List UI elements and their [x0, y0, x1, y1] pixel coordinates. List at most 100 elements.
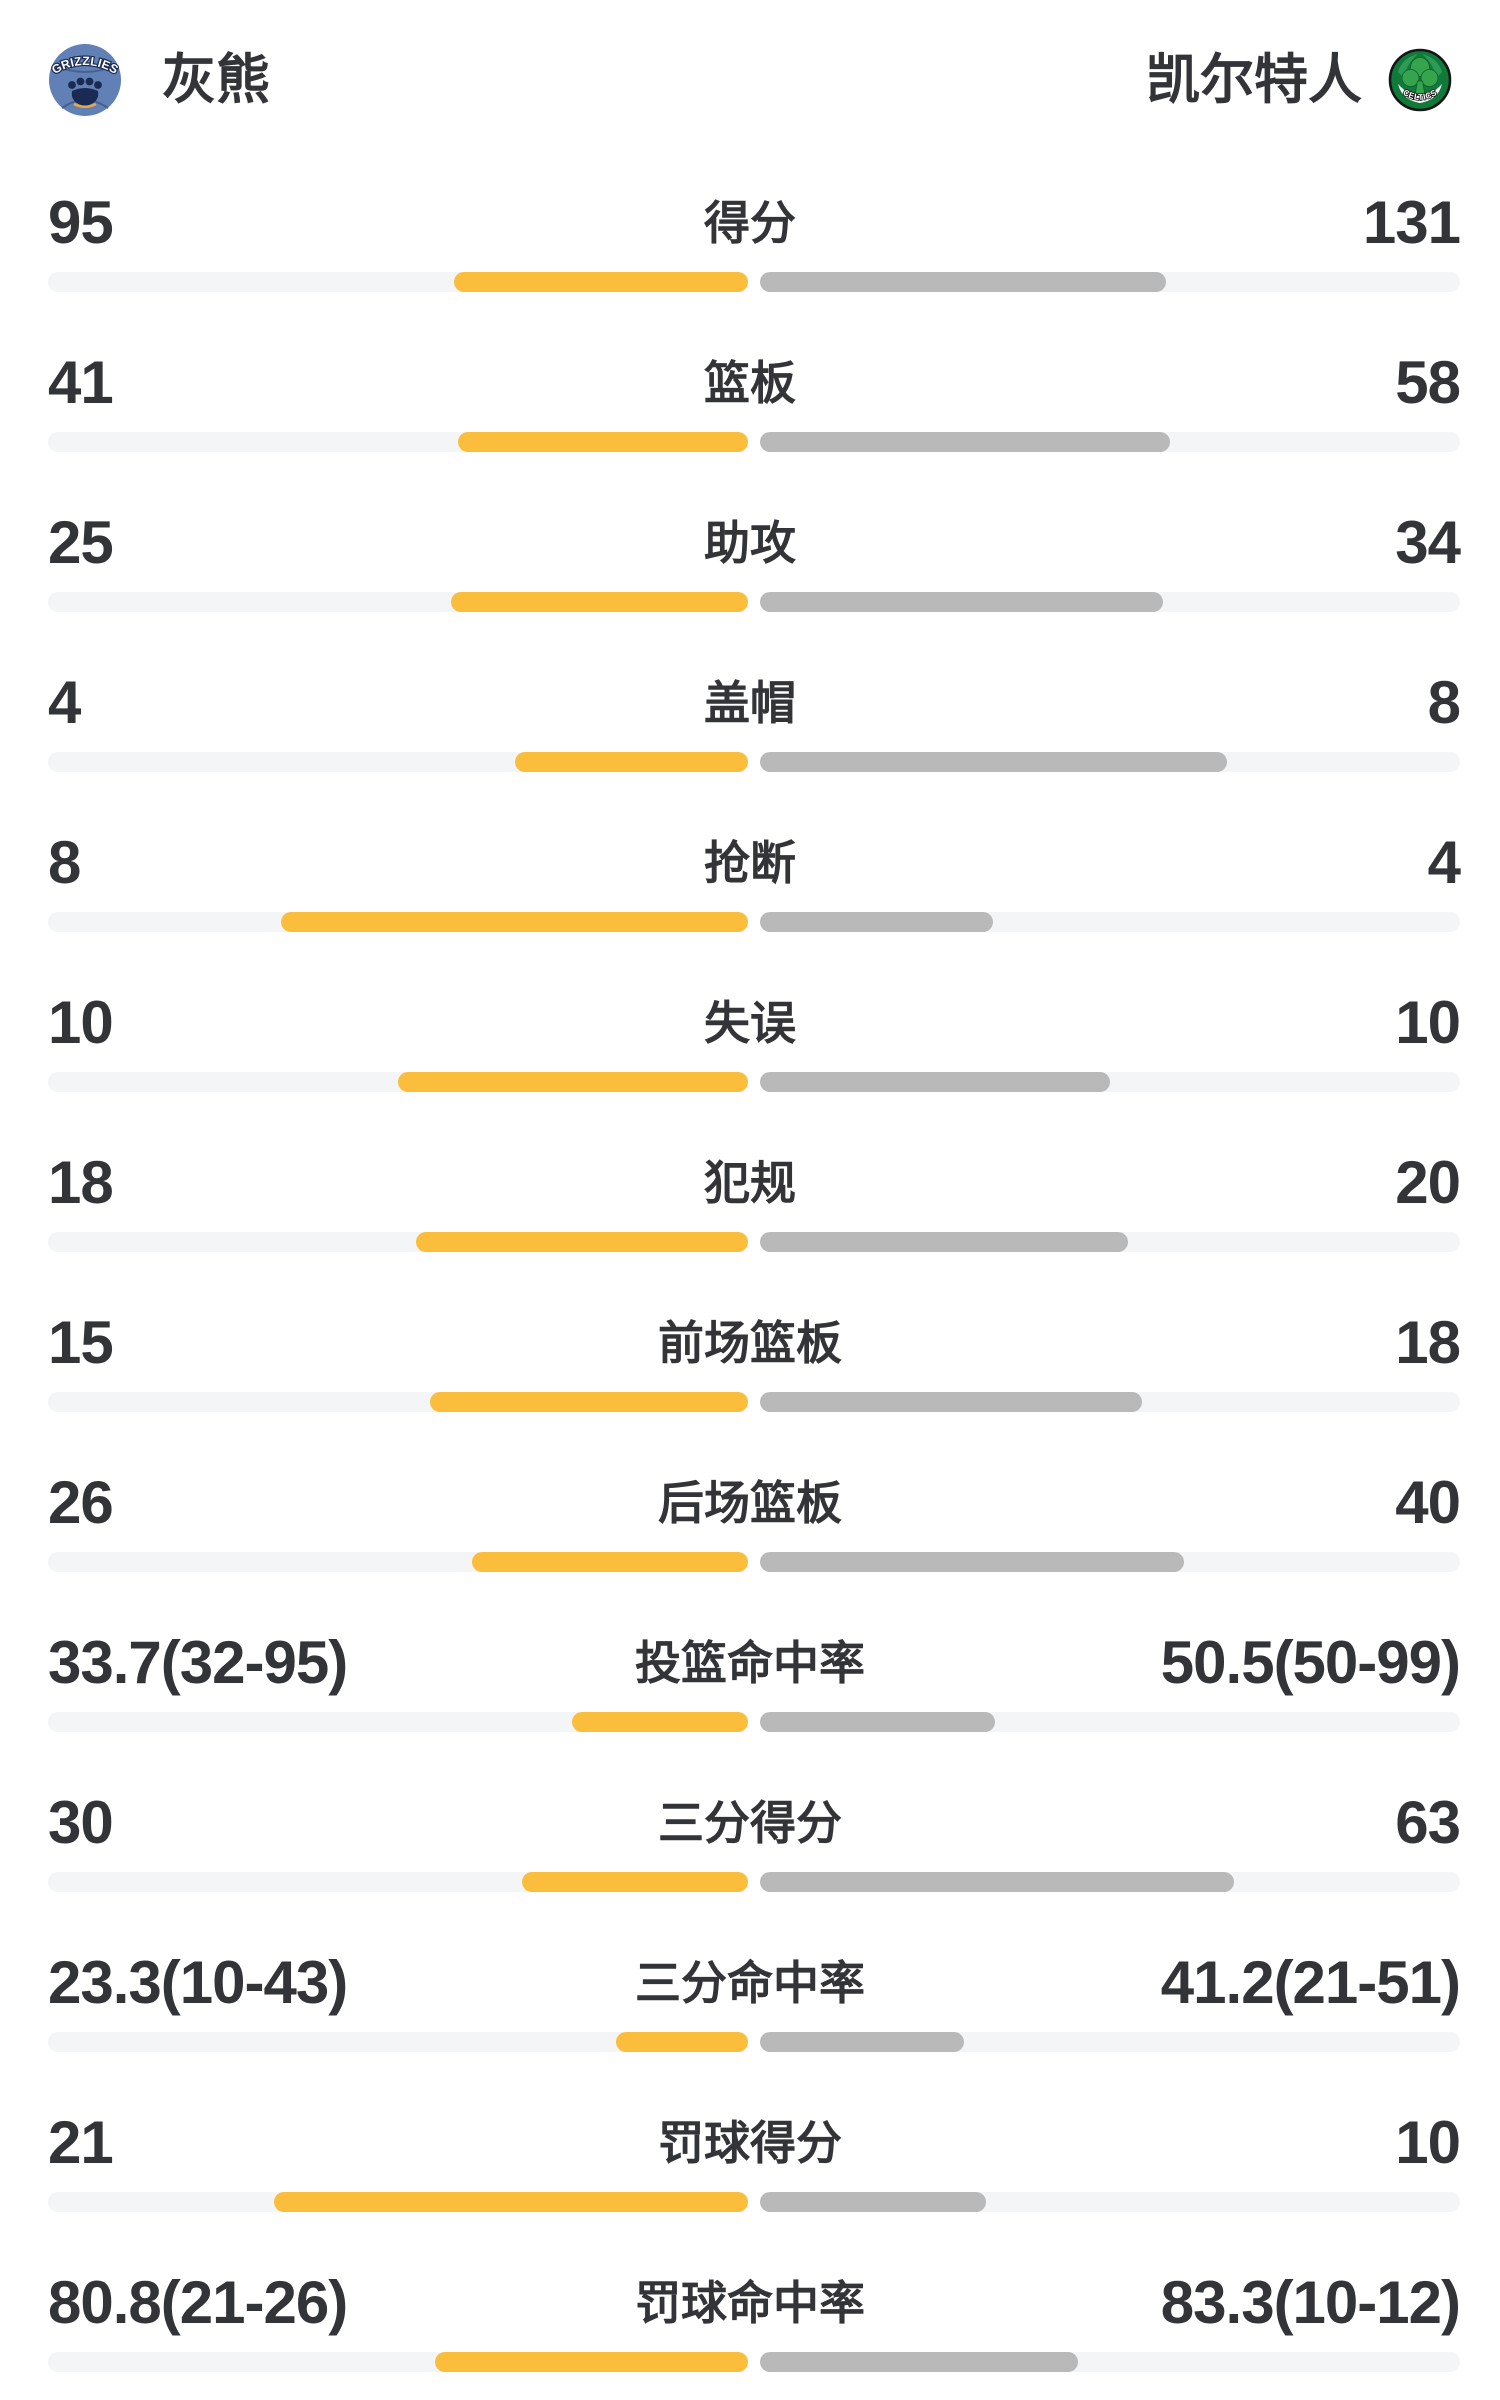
stat-label: 罚球得分 — [658, 2117, 842, 2169]
right-bar-track — [760, 1072, 1460, 1092]
right-bar-fill — [760, 2192, 987, 2212]
stat-row-defensive-rebounds: 26 后场篮板 40 — [0, 1440, 1500, 1600]
right-bar-fill — [760, 752, 1227, 772]
left-bar-track — [48, 2192, 748, 2212]
right-bar-fill — [760, 1232, 1129, 1252]
stat-value-right: 41.2(21-51) — [1160, 1949, 1461, 2016]
right-bar-track — [760, 272, 1460, 292]
left-bar-track — [48, 1872, 748, 1892]
stat-bars — [48, 2352, 1460, 2372]
stat-value-right: 63 — [1395, 1789, 1461, 1856]
right-bar-fill — [760, 1872, 1234, 1892]
stat-value-left: 26 — [48, 1469, 114, 1536]
stat-label: 篮板 — [704, 357, 796, 409]
stat-row-free-throw-points: 21 罚球得分 10 — [0, 2080, 1500, 2240]
stat-value-left: 10 — [48, 989, 114, 1056]
stat-value-left: 80.8(21-26) — [48, 2269, 348, 2336]
right-bar-fill — [760, 1712, 996, 1732]
stat-row-steals: 8 抢断 4 — [0, 800, 1500, 960]
stat-bars — [48, 1392, 1460, 1412]
right-bar-fill — [760, 1072, 1110, 1092]
stat-bars — [48, 272, 1460, 292]
stat-value-left: 21 — [48, 2109, 114, 2176]
right-bar-track — [760, 1232, 1460, 1252]
stat-row-blocks: 4 盖帽 8 — [0, 640, 1500, 800]
left-bar-fill — [571, 1712, 748, 1732]
stat-value-right: 10 — [1395, 2109, 1461, 2176]
grizzlies-logo: GRIZZLIES — [48, 44, 122, 116]
bear-claw — [68, 77, 102, 108]
left-bar-fill — [472, 1552, 748, 1572]
stat-value-right: 58 — [1395, 349, 1461, 416]
stat-value-left: 4 — [48, 669, 81, 736]
stat-bars — [48, 2032, 1460, 2052]
stat-value-right: 40 — [1395, 1469, 1461, 1536]
right-bar-fill — [760, 432, 1171, 452]
celtics-logo-text: CELTICS — [1401, 86, 1440, 102]
stat-row-rebounds: 41 篮板 58 — [0, 320, 1500, 480]
shamrock — [1401, 57, 1439, 96]
stat-value-left: 33.7(32-95) — [48, 1629, 348, 1696]
stat-label: 犯规 — [704, 1157, 796, 1209]
celtics-collar — [1398, 84, 1442, 103]
stat-label: 前场篮板 — [658, 1317, 842, 1369]
celtics-logo: CELTICS — [1388, 48, 1452, 112]
stat-row-free-throw-percentage: 80.8(21-26) 罚球命中率 83.3(10-12) — [0, 2240, 1500, 2400]
left-bar-fill — [451, 592, 748, 612]
left-bar-fill — [416, 1232, 748, 1252]
stat-bars — [48, 1232, 1460, 1252]
stat-value-right: 10 — [1395, 989, 1461, 1056]
right-bar-fill — [760, 2352, 1078, 2372]
stat-value-right: 131 — [1362, 189, 1461, 256]
stat-value-right: 8 — [1427, 669, 1461, 736]
stat-bars — [48, 2192, 1460, 2212]
team-right[interactable]: 凯尔特人 CELTICS — [1146, 48, 1452, 112]
right-bar-track — [760, 2032, 1460, 2052]
right-bar-track — [760, 912, 1460, 932]
stat-row-assists: 25 助攻 34 — [0, 480, 1500, 640]
left-bar-fill — [435, 2352, 748, 2372]
stat-label: 罚球命中率 — [635, 2277, 865, 2329]
stats-list: 95 得分 131 41 篮板 58 25 助攻 34 4 盖帽 8 — [0, 160, 1500, 2400]
stat-value-left: 18 — [48, 1149, 114, 1216]
team-left[interactable]: GRIZZLIES 灰熊 — [48, 43, 270, 117]
left-bar-track — [48, 912, 748, 932]
right-bar-track — [760, 1872, 1460, 1892]
team-right-name: 凯尔特人 — [1146, 50, 1362, 110]
right-bar-fill — [760, 592, 1164, 612]
left-bar-fill — [514, 752, 748, 772]
stat-label: 抢断 — [704, 837, 796, 889]
stat-value-right: 4 — [1427, 829, 1461, 896]
svg-text:CELTICS: CELTICS — [1401, 87, 1438, 102]
left-bar-fill — [429, 1392, 748, 1412]
stat-row-three-point-points: 30 三分得分 63 — [0, 1760, 1500, 1920]
left-bar-track — [48, 2032, 748, 2052]
right-bar-track — [760, 592, 1460, 612]
stat-bars — [48, 1072, 1460, 1092]
header: GRIZZLIES 灰熊 凯尔特人 CELTICS — [0, 0, 1500, 160]
left-bar-track — [48, 592, 748, 612]
stat-label: 三分命中率 — [635, 1957, 865, 2009]
left-bar-track — [48, 272, 748, 292]
stat-label: 助攻 — [704, 517, 796, 569]
stat-value-left: 41 — [48, 349, 114, 416]
left-bar-track — [48, 1072, 748, 1092]
stat-bars — [48, 1552, 1460, 1572]
stat-row-turnovers: 10 失误 10 — [0, 960, 1500, 1120]
stat-label: 投篮命中率 — [635, 1637, 865, 1689]
left-bar-track — [48, 1552, 748, 1572]
left-bar-track — [48, 1232, 748, 1252]
stat-bars — [48, 1712, 1460, 1732]
stat-row-fouls: 18 犯规 20 — [0, 1120, 1500, 1280]
stat-bars — [48, 752, 1460, 772]
stat-bars — [48, 912, 1460, 932]
left-bar-fill — [398, 1072, 748, 1092]
left-bar-track — [48, 1712, 748, 1732]
right-bar-track — [760, 2352, 1460, 2372]
stat-label: 后场篮板 — [658, 1477, 842, 1529]
left-bar-track — [48, 1392, 748, 1412]
right-bar-fill — [760, 1392, 1142, 1412]
right-bar-track — [760, 752, 1460, 772]
stat-value-left: 23.3(10-43) — [48, 1949, 348, 2016]
stat-value-left: 25 — [48, 509, 114, 576]
